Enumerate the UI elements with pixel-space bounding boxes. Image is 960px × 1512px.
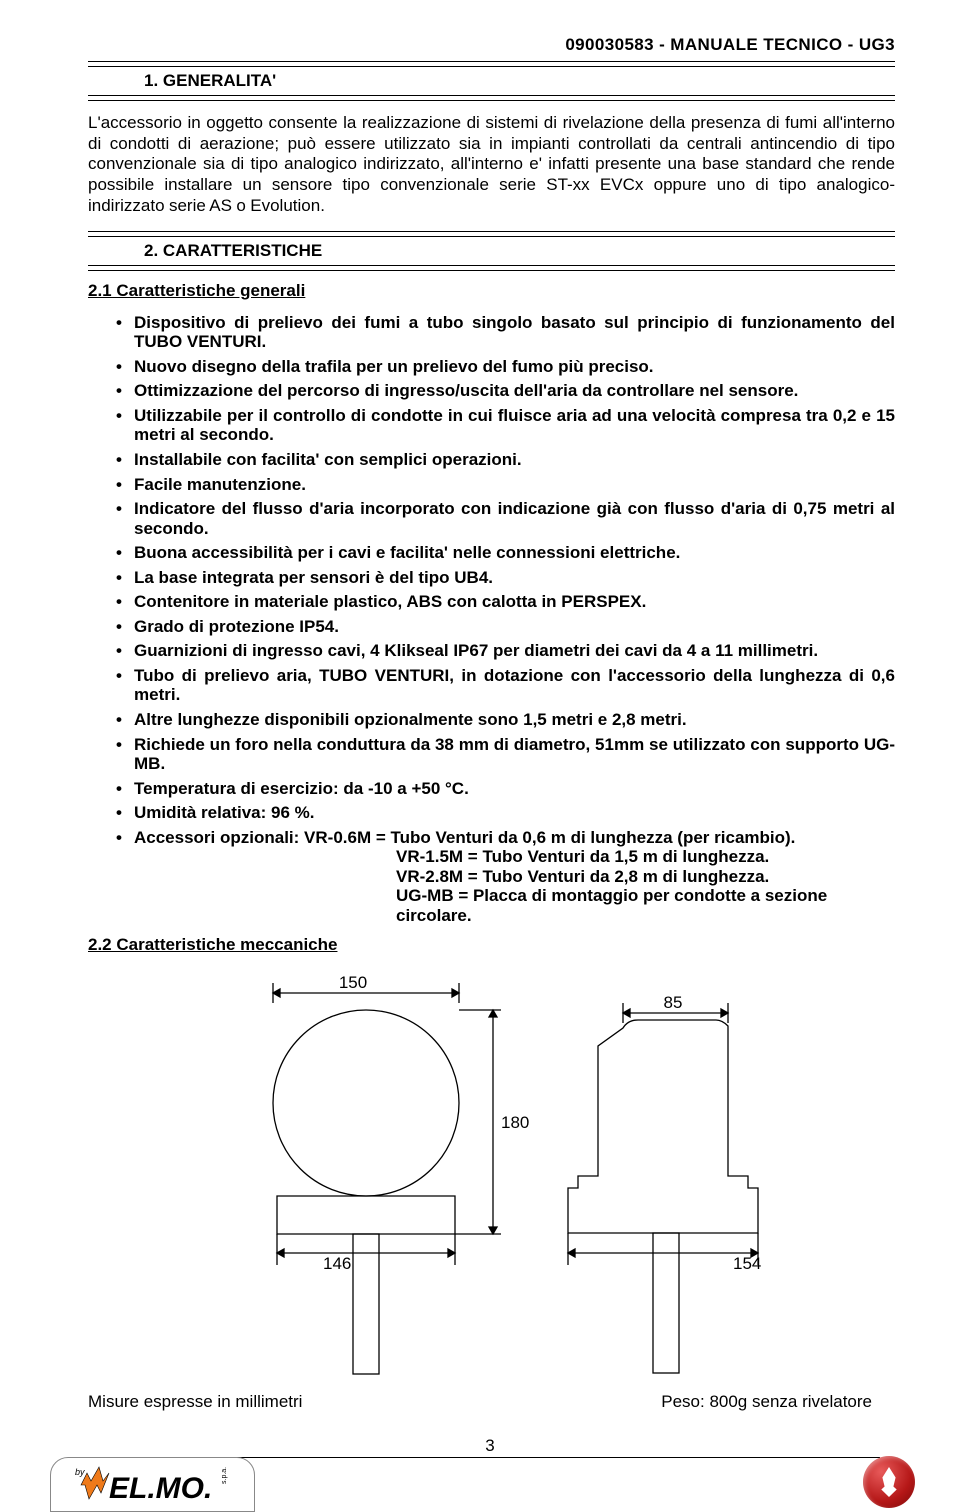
- list-item: Guarnizioni di ingresso cavi, 4 Klikseal…: [116, 641, 895, 661]
- list-item: Tubo di prelievo aria, TUBO VENTURI, in …: [116, 666, 895, 705]
- list-item: Accessori opzionali: VR-0.6M = Tubo Vent…: [116, 828, 895, 848]
- svg-text:146: 146: [323, 1254, 351, 1273]
- accessory-lines: VR-1.5M = Tubo Venturi da 1,5 m di lungh…: [396, 847, 895, 925]
- section-rule-top: [88, 231, 895, 237]
- list-item: Temperatura di esercizio: da -10 a +50 °…: [116, 779, 895, 799]
- document-header: 090030583 - MANUALE TECNICO - UG3: [88, 35, 895, 55]
- list-item: Utilizzabile per il controllo di condott…: [116, 406, 895, 445]
- section-1-title: 1. GENERALITA': [144, 71, 895, 91]
- svg-text:180: 180: [501, 1113, 529, 1132]
- section-2-title: 2. CARATTERISTICHE: [144, 241, 895, 261]
- subheading-2-1: 2.1 Caratteristiche generali: [88, 281, 895, 301]
- section-rule-bottom: [88, 95, 895, 101]
- svg-text:85: 85: [664, 993, 683, 1012]
- list-item: La base integrata per sensori è del tipo…: [116, 568, 895, 588]
- list-item: Contenitore in materiale plastico, ABS c…: [116, 592, 895, 612]
- features-list: Dispositivo di prelievo dei fumi a tubo …: [116, 313, 895, 848]
- section-1-paragraph: L'accessorio in oggetto consente la real…: [88, 113, 895, 217]
- brand-logo: by EL.MO. s.p.a.: [50, 1457, 255, 1512]
- accessory-line: VR-1.5M = Tubo Venturi da 1,5 m di lungh…: [396, 847, 895, 867]
- list-item: Facile manutenzione.: [116, 475, 895, 495]
- page-footer: 3 by EL.MO. s.p.a.: [0, 1457, 960, 1512]
- svg-text:154: 154: [733, 1254, 761, 1273]
- section-rule-top: [88, 61, 895, 67]
- bottom-info-row: Misure espresse in millimetri Peso: 800g…: [88, 1392, 872, 1412]
- section-rule-bottom: [88, 265, 895, 271]
- weight-note: Peso: 800g senza rivelatore: [661, 1392, 872, 1412]
- list-item: Buona accessibilità per i cavi e facilit…: [116, 543, 895, 563]
- list-item: Nuovo disegno della trafila per un preli…: [116, 357, 895, 377]
- list-item: Dispositivo di prelievo dei fumi a tubo …: [116, 313, 895, 352]
- list-item: Altre lunghezze disponibili opzionalment…: [116, 710, 895, 730]
- list-item: Ottimizzazione del percorso di ingresso/…: [116, 381, 895, 401]
- list-item: Indicatore del flusso d'aria incorporato…: [116, 499, 895, 538]
- list-item: Richiede un foro nella conduttura da 38 …: [116, 735, 895, 774]
- subheading-2-2: 2.2 Caratteristiche meccaniche: [88, 935, 895, 955]
- units-note: Misure espresse in millimetri: [88, 1392, 302, 1412]
- mechanical-diagram: 150 146 180: [88, 973, 895, 1393]
- accessory-line: UG-MB = Placca di montaggio per condotte…: [396, 886, 895, 925]
- svg-text:EL.MO.: EL.MO.: [109, 1472, 212, 1505]
- flame-icon: [863, 1456, 915, 1508]
- list-item: Installabile con facilita' con semplici …: [116, 450, 895, 470]
- accessory-line: VR-2.8M = Tubo Venturi da 2,8 m di lungh…: [396, 867, 895, 887]
- svg-text:by: by: [75, 1467, 85, 1477]
- list-item: Grado di protezione IP54.: [116, 617, 895, 637]
- svg-text:150: 150: [339, 973, 367, 992]
- svg-text:s.p.a.: s.p.a.: [221, 1466, 228, 1483]
- page-number: 3: [485, 1436, 494, 1456]
- list-item: Umidità relativa: 96 %.: [116, 803, 895, 823]
